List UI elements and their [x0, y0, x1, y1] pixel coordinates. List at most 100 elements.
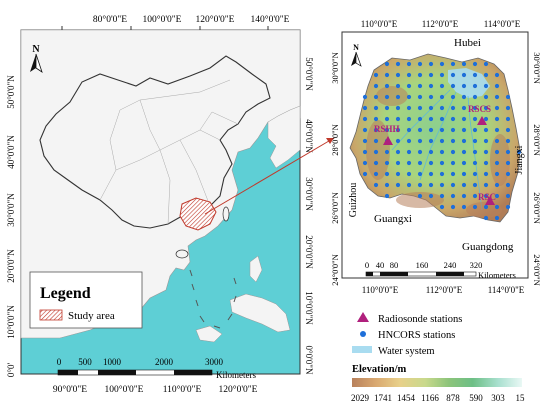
hncors-station-dot [483, 127, 489, 133]
hncors-station-dot [439, 94, 445, 100]
hncors-station-dot [461, 204, 467, 210]
hncors-station-dot [483, 72, 489, 78]
station-rscs-label: RSCS [468, 104, 491, 114]
hncors-station-dot [439, 127, 445, 133]
taiwan [222, 206, 230, 222]
hncors-station-dot [483, 204, 489, 210]
hncors-station-dot [483, 193, 489, 199]
hncors-station-dot [494, 83, 500, 89]
right-north-arrow-icon [351, 51, 362, 67]
hncors-station-dot [417, 127, 423, 133]
right-scale-40: 40 [376, 260, 385, 270]
hncors-station-dot [406, 138, 412, 144]
hncors-station-dot [461, 149, 467, 155]
hncors-station-dot [428, 193, 434, 199]
hncors-station-dot [439, 116, 445, 122]
hncors-station-dot [439, 61, 445, 67]
right-scale-240: 240 [444, 260, 457, 270]
hncors-station-dot [494, 160, 500, 166]
hncors-station-dot [505, 193, 511, 199]
hncors-station-dot [417, 160, 423, 166]
hncors-station-dot [406, 149, 412, 155]
right-scale-320: 320 [470, 260, 483, 270]
china-outline [39, 55, 271, 229]
left-map-islands [195, 255, 291, 343]
hncors-station-dot [384, 160, 390, 166]
hncors-station-dot [395, 83, 401, 89]
radiosonde-rshh [383, 136, 393, 145]
hncors-station-dot [472, 182, 478, 188]
hncors-station-dot [483, 138, 489, 144]
hncors-station-dot [362, 105, 368, 111]
left-scale-0: 0 [57, 357, 62, 367]
elev-label-1: 1741 [374, 393, 392, 403]
right-scale-unit: Kilometers [478, 270, 516, 280]
study-area [179, 197, 217, 231]
hncors-station-dot [417, 171, 423, 177]
hncors-station-dot [384, 171, 390, 177]
hncors-station-dot [395, 61, 401, 67]
hncors-station-dot [494, 171, 500, 177]
right-top-tick-3: 114°0'0"E [484, 19, 521, 29]
elev-label-0: 2029 [351, 393, 370, 403]
hncors-station-dot [384, 61, 390, 67]
hncors-station-dot [450, 72, 456, 78]
left-lat-tick-5: 10°0'0"N [6, 305, 16, 339]
hncors-station-dot [406, 105, 412, 111]
right-top-tick-2: 112°0'0"E [422, 19, 459, 29]
hncors-station-dot [395, 160, 401, 166]
region-hubei: Hubei [454, 37, 481, 49]
hncors-station-dot [483, 160, 489, 166]
hncors-station-dot [417, 149, 423, 155]
left-right-tick-6: 0°0'0"N [304, 346, 314, 375]
hncors-station-dot [461, 160, 467, 166]
right-scale-80: 80 [390, 260, 399, 270]
left-north-label: N [32, 44, 40, 55]
hncors-station-dot [494, 193, 500, 199]
left-lat-tick-4: 20°0'0"N [6, 249, 16, 283]
hncors-station-dot [461, 94, 467, 100]
hncors-station-dot [472, 83, 478, 89]
hncors-station-dot [406, 72, 412, 78]
hncors-station-dot [472, 116, 478, 122]
right-scale-0: 0 [365, 260, 369, 270]
right-map [341, 31, 529, 279]
hncors-station-dot [439, 149, 445, 155]
hncors-station-dot [439, 204, 445, 210]
right-bottom-tick-3: 114°0'0"E [488, 285, 525, 295]
hncors-station-dot [439, 72, 445, 78]
right-bottom-tick-2: 112°0'0"E [426, 285, 463, 295]
hncors-station-dot [505, 182, 511, 188]
hncors-station-dot [505, 160, 511, 166]
hncors-station-dot [505, 149, 511, 155]
hncors-station-dot [494, 127, 500, 133]
elev-label-3: 1166 [421, 393, 439, 403]
right-right-tick-4: 24°0'0"N [532, 254, 542, 286]
left-scale-unit: Kilometers [216, 370, 256, 380]
hncors-station-dot [395, 94, 401, 100]
hncors-station-dot [450, 160, 456, 166]
hncors-station-dot [428, 182, 434, 188]
hncors-station-dot [494, 182, 500, 188]
hncors-station-dot [373, 116, 379, 122]
hncors-station-dot [395, 182, 401, 188]
legend-hncors: HNCORS stations [378, 330, 455, 341]
hncors-station-dot [362, 149, 368, 155]
hncors-station-dot [472, 127, 478, 133]
hncors-station-dot [494, 215, 500, 221]
hncors-station-dot [483, 182, 489, 188]
elevation-title: Elevation/m [352, 364, 407, 375]
province-lines [99, 79, 239, 225]
hncors-station-dot [417, 105, 423, 111]
hncors-station-dot [472, 138, 478, 144]
hncors-station-dot [450, 127, 456, 133]
hncors-station-dot [461, 182, 467, 188]
hncors-station-dot [505, 116, 511, 122]
legend-radiosonde: Radiosonde stations [378, 314, 462, 325]
hncors-station-dot [439, 193, 445, 199]
hncors-station-dot [395, 149, 401, 155]
station-rsc-label: RSC [478, 192, 496, 202]
hncors-station-dot [439, 171, 445, 177]
hncors-station-dot [384, 116, 390, 122]
